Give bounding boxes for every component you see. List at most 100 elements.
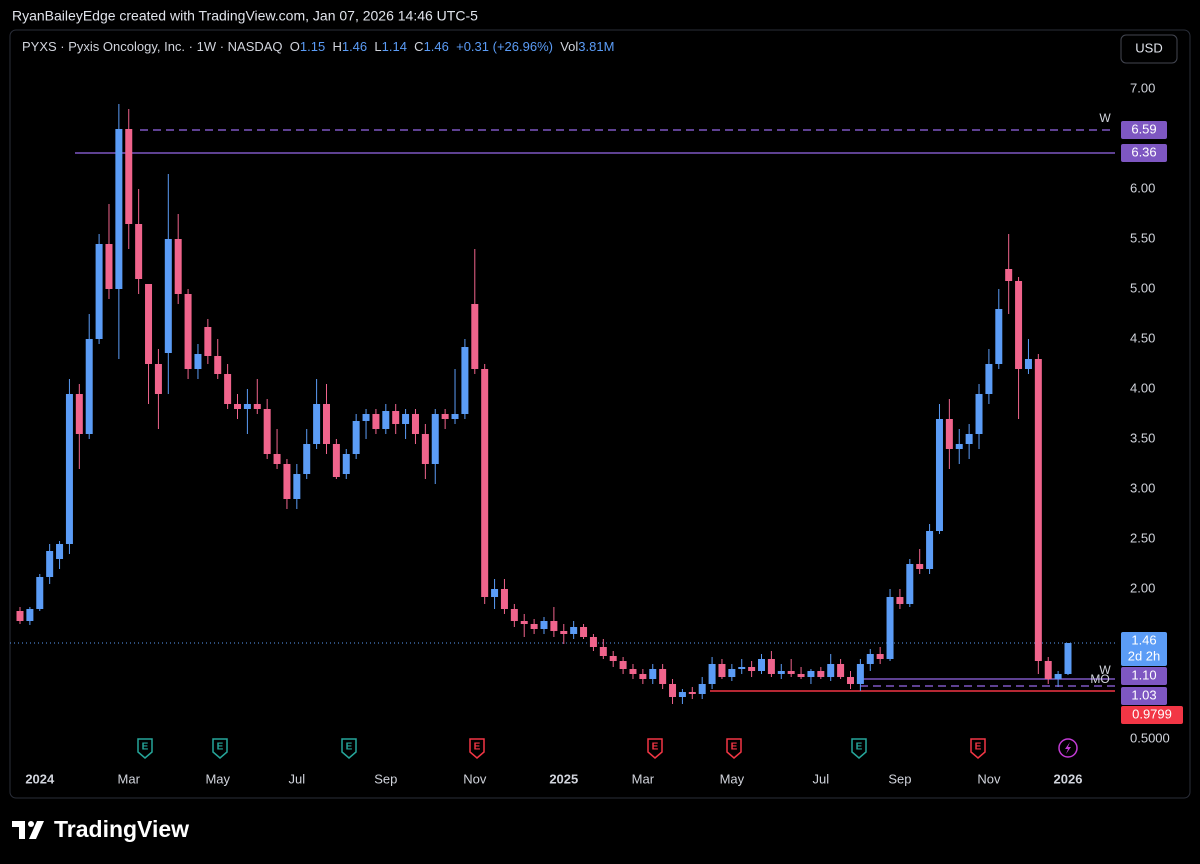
level-price-box xyxy=(1121,144,1167,162)
candle-body xyxy=(411,414,419,434)
y-tick-label: 3.50 xyxy=(1130,430,1155,445)
candle-body xyxy=(1064,643,1072,674)
close-value: 1.46 xyxy=(423,39,449,54)
candle-body xyxy=(382,411,390,429)
candle-body xyxy=(767,659,775,674)
candle-body xyxy=(342,454,350,474)
event-label: E xyxy=(731,742,738,753)
event-marker xyxy=(341,738,357,759)
candle-body xyxy=(214,356,222,374)
candle-body xyxy=(125,129,133,224)
candle-body xyxy=(678,692,686,697)
candle-body xyxy=(431,414,439,464)
level-price-box xyxy=(1121,706,1183,724)
candle-body xyxy=(332,444,340,477)
y-tick-label: 6.00 xyxy=(1130,180,1155,195)
candle-body xyxy=(273,454,281,464)
x-tick-label: 2025 xyxy=(549,771,578,786)
candle-body xyxy=(322,404,330,444)
event-label: E xyxy=(856,742,863,753)
y-tick-label: 4.50 xyxy=(1130,330,1155,345)
y-tick-label: 5.50 xyxy=(1130,230,1155,245)
y-tick-label: 3.00 xyxy=(1130,480,1155,495)
candle-body xyxy=(787,671,795,674)
candle-body xyxy=(846,677,854,684)
currency-button[interactable] xyxy=(1120,34,1178,64)
candle-body xyxy=(955,444,963,449)
event-marker xyxy=(137,738,153,759)
level-price-box xyxy=(1121,121,1167,139)
x-tick-label: Mar xyxy=(632,771,655,786)
candle-body xyxy=(945,419,953,449)
event-label: E xyxy=(217,742,224,753)
candle-body xyxy=(876,654,884,659)
candle-body xyxy=(1044,661,1052,679)
event-label: E xyxy=(346,742,353,753)
candle-body xyxy=(461,347,469,414)
last-price-label: 1.46 xyxy=(1131,632,1156,647)
candle-body xyxy=(402,414,410,424)
candle-body xyxy=(619,661,627,669)
candle-body xyxy=(194,354,202,369)
symbol-title: PYXS · Pyxis Oncology, Inc. · 1W · NASDA… xyxy=(22,39,283,54)
candle-body xyxy=(500,589,508,609)
candle-body xyxy=(886,597,894,659)
candle-body xyxy=(738,667,746,669)
candle-body xyxy=(629,669,637,674)
candle-body xyxy=(995,309,1003,364)
legend: PYXS · Pyxis Oncology, Inc. · 1W · NASDA… xyxy=(22,39,614,54)
candle-body xyxy=(609,656,617,661)
candle-body xyxy=(748,667,756,671)
candle-body xyxy=(985,364,993,394)
candle-body xyxy=(896,597,904,604)
candle-body xyxy=(253,404,261,409)
candle-body xyxy=(728,669,736,677)
low-label: L xyxy=(374,39,382,54)
candle-body xyxy=(115,129,123,289)
candle-body xyxy=(510,609,518,621)
candle-body xyxy=(718,664,726,677)
candle-body xyxy=(916,564,924,569)
currency-label[interactable]: USD xyxy=(1135,40,1162,55)
candle-body xyxy=(26,609,34,621)
candle-body xyxy=(154,364,162,394)
x-tick-label: Jul xyxy=(289,771,306,786)
candle-body xyxy=(362,414,370,421)
level-price-label: 6.59 xyxy=(1131,121,1156,136)
volume: 3.81M xyxy=(578,39,615,54)
candle-body xyxy=(1005,269,1013,281)
candle-body xyxy=(224,374,232,404)
event-label: E xyxy=(142,742,149,753)
candle-body xyxy=(174,239,182,294)
event-icon xyxy=(1065,742,1071,754)
y-tick-label: 5.00 xyxy=(1130,280,1155,295)
candle-body xyxy=(807,671,815,677)
candle-body xyxy=(352,421,360,454)
candle-body xyxy=(926,531,934,569)
candle-body xyxy=(906,564,914,604)
candle-body xyxy=(65,394,73,544)
y-tick-label: 2.00 xyxy=(1130,580,1155,595)
candle-body xyxy=(708,664,716,684)
x-tick-label: May xyxy=(720,771,745,786)
candle-body xyxy=(639,674,647,679)
x-tick-label: Sep xyxy=(374,771,397,786)
x-tick-label: Nov xyxy=(977,771,1001,786)
candle-body xyxy=(520,621,528,624)
candle-body xyxy=(56,544,64,559)
candle-body xyxy=(95,244,103,339)
event-marker xyxy=(469,738,485,759)
candle-body xyxy=(570,627,578,634)
candle-body xyxy=(263,409,271,454)
event-label: E xyxy=(652,742,659,753)
candle-body xyxy=(85,339,93,434)
candle-body xyxy=(243,404,251,409)
candle-body xyxy=(560,631,568,634)
level-price-box xyxy=(1121,667,1167,685)
x-tick-label: 2024 xyxy=(25,771,55,786)
candle-body xyxy=(234,404,242,409)
brand-logo xyxy=(12,821,44,839)
last-price-box xyxy=(1121,632,1167,666)
candle-body xyxy=(1015,281,1023,369)
